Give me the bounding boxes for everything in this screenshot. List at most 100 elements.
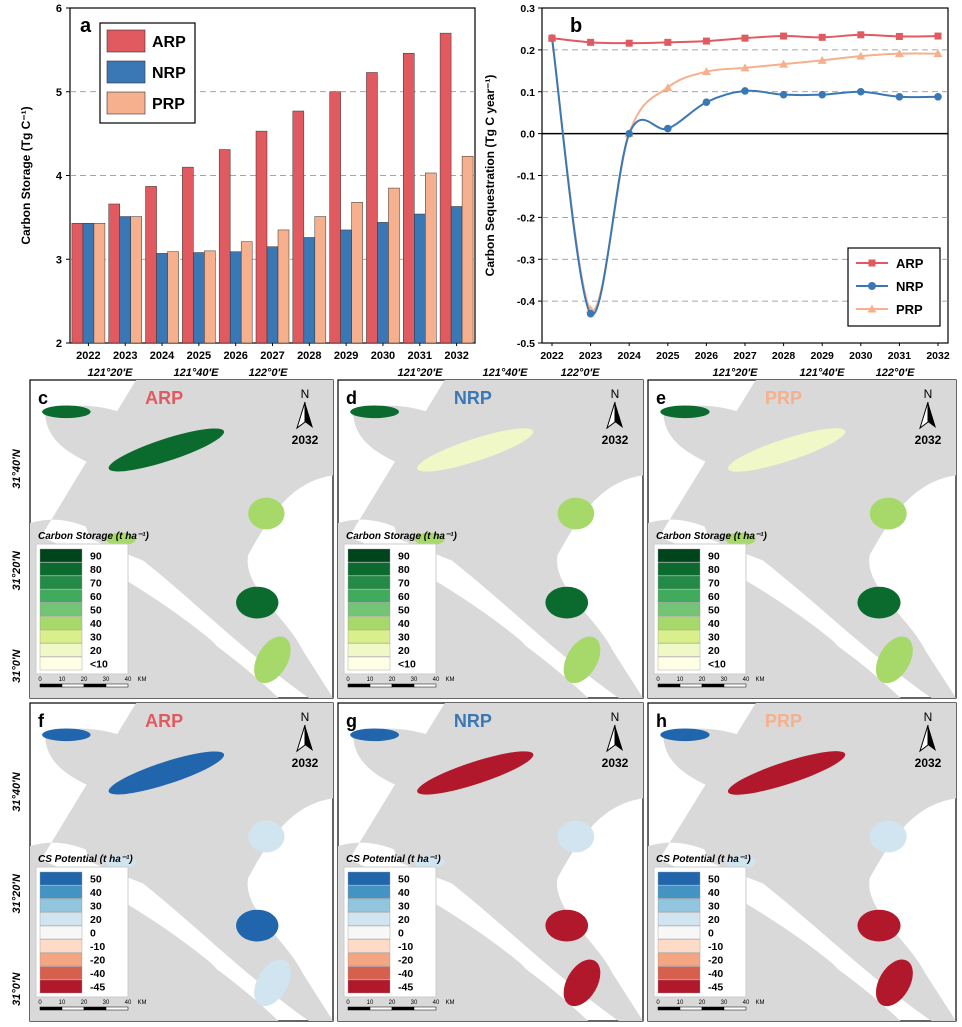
land-changxing-island: [694, 500, 852, 581]
scale-label: KM: [446, 1000, 455, 1006]
legend-swatch: [39, 602, 83, 617]
lat-tick-label: 31°20′N: [11, 550, 23, 591]
y-axis-label: Carbon Sequestration (Tg C year⁻¹): [483, 75, 497, 277]
legend-swatch: [39, 925, 83, 940]
legend-label-nrp: NRP: [896, 279, 924, 294]
x-tick-label: 2023: [113, 350, 137, 362]
bar-arp: [292, 110, 305, 344]
bar-nrp: [340, 229, 352, 344]
wetland-patch: [725, 532, 756, 546]
x-tick-label: 2022: [540, 350, 564, 362]
y-tick-label: 4: [56, 171, 63, 183]
legend-swatch: [39, 952, 83, 967]
legend-label: 60: [90, 591, 102, 603]
bar-prp: [93, 222, 106, 344]
scale-label: 20: [81, 1000, 88, 1006]
bar-nrp: [414, 213, 426, 344]
legend-swatch: [347, 952, 391, 967]
y-tick-label: 0.2: [520, 45, 535, 57]
legend-swatch: [347, 548, 391, 563]
bar-prp: [240, 241, 253, 344]
y-axis-label: Carbon Storage (Tg C⁻¹): [19, 106, 33, 244]
legend-label: 30: [708, 632, 720, 644]
legend-label-prp: PRP: [896, 302, 923, 317]
scale-label: KM: [138, 1000, 147, 1006]
legend-swatch: [39, 979, 83, 994]
marker-prp: [894, 49, 904, 58]
legend-swatch: [39, 966, 83, 980]
wetland-patch: [236, 909, 279, 942]
wetland-patch: [557, 497, 595, 530]
legend-swatch: [347, 602, 391, 617]
scale-bar-segment: [369, 683, 393, 688]
marker-arp: [548, 34, 556, 42]
scale-label: KM: [756, 677, 765, 683]
lat-tick-label: 31°0′N: [11, 971, 23, 1005]
scale-label: 0: [346, 1000, 350, 1006]
wetland-patch: [563, 959, 601, 1007]
scale-label: 40: [743, 1000, 750, 1006]
legend-label: 20: [398, 645, 410, 657]
scale-bar-segment: [413, 1006, 437, 1011]
scale-label: 0: [656, 677, 660, 683]
bar-arp: [182, 166, 194, 344]
scale-bar-segment: [657, 683, 681, 688]
legend-label: 40: [708, 618, 720, 630]
land-changxing-island: [694, 823, 852, 904]
legend-label: 70: [90, 578, 102, 590]
x-tick-label: 2024: [618, 350, 642, 362]
scale-label: 30: [721, 1000, 728, 1006]
north-label: N: [301, 387, 310, 401]
wetland-patch: [545, 909, 589, 942]
bar-arp: [366, 72, 378, 344]
legend-label: 50: [708, 874, 720, 886]
panel-letter: e: [656, 388, 666, 408]
wetland-patch: [414, 532, 445, 546]
marker-nrp: [664, 124, 672, 133]
land-chongming-island: [353, 405, 590, 520]
legend-label: -20: [398, 955, 413, 967]
legend-swatch: [657, 643, 701, 657]
land-changxing-island: [383, 823, 540, 904]
wetland-patch: [563, 636, 601, 684]
scale-bar-segment: [347, 683, 371, 688]
legend-label: 50: [90, 605, 102, 617]
legend-swatch: [347, 575, 391, 590]
scale-bar-segment: [83, 683, 107, 688]
wetland-patch: [875, 959, 913, 1007]
legend-swatch: [657, 885, 701, 899]
x-tick-label: 2025: [656, 350, 680, 362]
marker-nrp: [895, 92, 904, 101]
scale-bar-segment: [83, 1006, 107, 1011]
wetland-patch: [869, 497, 907, 530]
lon-tick-label: 121°20′E: [398, 367, 444, 379]
legend-marker: [867, 304, 877, 313]
scale-label: 30: [411, 677, 418, 683]
scenario-title: ARP: [145, 388, 183, 408]
y-tick-label: 2: [56, 338, 62, 350]
legend-swatch: [39, 643, 83, 657]
marker-arp: [857, 31, 865, 39]
legend-label: 50: [398, 605, 410, 617]
marker-prp: [663, 83, 673, 92]
marker-arp: [895, 32, 903, 40]
scale-label: 10: [677, 1000, 684, 1006]
legend-label: -10: [398, 941, 413, 953]
legend-swatch: [39, 885, 83, 899]
scale-label: 20: [81, 677, 88, 683]
legend-label: 0: [398, 928, 404, 940]
legend-label: 60: [708, 591, 720, 603]
scale-label: 30: [411, 1000, 418, 1006]
wetland-patch: [248, 497, 285, 530]
legend-swatch: [39, 871, 83, 886]
legend-marker: [868, 282, 876, 290]
marker-prp: [701, 67, 711, 76]
marker-arp: [934, 32, 942, 40]
wetland-patch: [727, 428, 846, 472]
y-tick-label: -0.1: [517, 171, 535, 183]
panel-letter: h: [656, 711, 667, 731]
legend-label: 30: [90, 901, 102, 913]
y-tick-label: 6: [56, 3, 62, 15]
